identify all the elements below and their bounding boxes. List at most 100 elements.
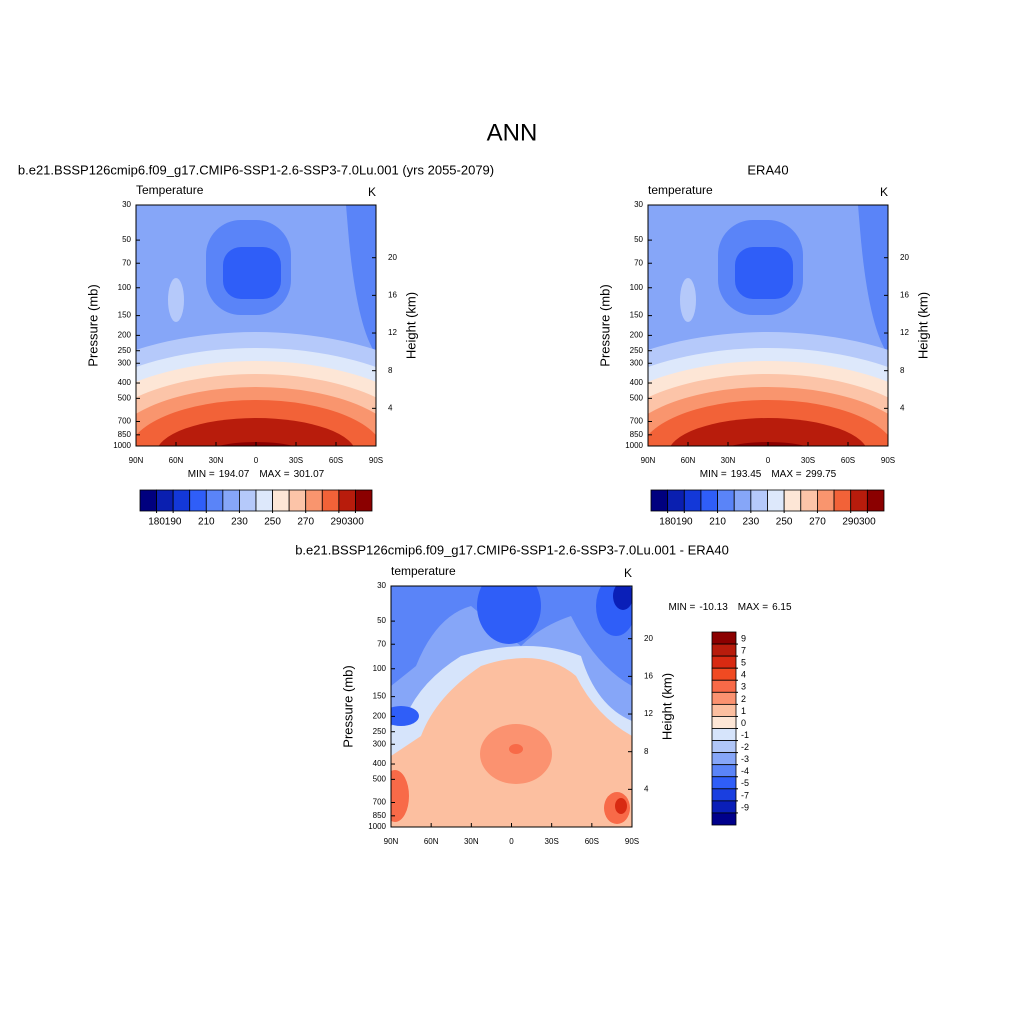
field-region (735, 247, 793, 299)
colorbar-box (711, 728, 737, 741)
y-tick-label: 400 (630, 378, 644, 387)
colorbar-tick-label: 250 (776, 517, 793, 528)
field-region (391, 586, 632, 726)
y-axis-title: Pressure (mb) (340, 665, 355, 747)
colorbar-tick-label: 4 (741, 670, 746, 680)
colorbar-box (717, 489, 735, 512)
colorbar-tick-label: 3 (741, 682, 746, 692)
colorbar-box (850, 489, 868, 512)
field-region (858, 205, 888, 355)
y2-tick-label: 12 (388, 328, 397, 337)
colorbar-tick-label: 190 (676, 517, 693, 528)
x-tick-label: 90S (625, 837, 639, 846)
y2-tick-label: 16 (388, 290, 397, 299)
colorbar-tick-label: -9 (741, 802, 749, 812)
colorbar-tick-label: -3 (741, 754, 749, 764)
colorbar-box (767, 489, 785, 512)
y-tick-label: 400 (373, 759, 387, 768)
colorbar-tick-label: 230 (231, 517, 248, 528)
y-tick-label: 70 (377, 639, 386, 648)
field-region (613, 586, 632, 610)
y-tick-label: 250 (630, 346, 644, 355)
colorbar-box (650, 489, 669, 512)
y-tick-label: 300 (118, 358, 132, 367)
y2-tick-label: 8 (388, 366, 393, 375)
colorbar-box (255, 489, 273, 512)
y-tick-label: 150 (630, 311, 644, 320)
colorbar-box (833, 489, 852, 512)
y-axis-title: Pressure (mb) (597, 284, 612, 366)
colorbar-box (683, 489, 702, 512)
x-tick-label: 30S (545, 837, 559, 846)
field-region (680, 278, 696, 322)
y2-tick-label: 8 (644, 747, 649, 756)
colorbar-box (711, 716, 737, 729)
field-region (615, 798, 627, 814)
y-tick-label: 400 (118, 378, 132, 387)
y-tick-label: 150 (373, 692, 387, 701)
panel-left-label: temperature (648, 183, 713, 197)
x-tick-label: 0 (766, 456, 771, 465)
colorbar-box (711, 667, 737, 681)
colorbar-box (139, 489, 157, 512)
stats-max-label: MAX = (259, 469, 289, 480)
y-tick-label: 50 (377, 616, 386, 625)
y2-tick-label: 4 (644, 784, 649, 793)
y-tick-label: 200 (373, 711, 387, 720)
colorbar-box (172, 489, 191, 512)
y-tick-label: 1000 (625, 441, 643, 450)
y-tick-label: 700 (630, 417, 644, 426)
y-tick-label: 500 (118, 393, 132, 402)
y2-tick-label: 16 (644, 671, 653, 680)
y-tick-label: 500 (630, 393, 644, 402)
colorbar-tick-label: 290 (331, 517, 348, 528)
colorbar-box (288, 489, 307, 512)
x-tick-label: 90N (641, 456, 656, 465)
contour-field (136, 205, 376, 446)
y-tick-label: 100 (630, 283, 644, 292)
colorbar-box (272, 489, 290, 512)
colorbar-box (711, 655, 737, 669)
stats-min-label: MIN = (188, 469, 215, 480)
colorbar-tick-label: -5 (741, 778, 749, 788)
colorbar-tick-label: 270 (297, 517, 314, 528)
y-tick-label: 30 (634, 200, 643, 209)
field-band (670, 418, 866, 446)
colorbar-tick-label: 7 (741, 646, 746, 656)
y2-tick-label: 4 (388, 403, 393, 412)
colorbar-tick-label: 300 (347, 517, 364, 528)
x-tick-label: 90S (369, 456, 383, 465)
x-tick-label: 60S (841, 456, 855, 465)
colorbar-box (711, 752, 737, 766)
y-axis-title: Pressure (mb) (85, 284, 100, 366)
colorbar-tick-label: 230 (743, 517, 760, 528)
y-tick-label: 850 (118, 430, 132, 439)
stats: MIN = 194.07 MAX = 301.07 (188, 469, 325, 480)
colorbar-tick-label: 1 (741, 706, 746, 716)
y-tick-label: 300 (630, 358, 644, 367)
colorbar-box (711, 788, 737, 802)
x-tick-label: 0 (509, 837, 514, 846)
colorbar-box (711, 631, 737, 645)
colorbar-box (305, 489, 323, 512)
stats-max: 301.07 (294, 469, 325, 480)
panel-right-label: K (368, 185, 376, 199)
colorbar-tick-label: 270 (809, 517, 826, 528)
panel-title: b.e21.BSSP126cmip6.f09_g17.CMIP6-SSP1-2.… (18, 162, 494, 177)
colorbar-tick-label: 2 (741, 694, 746, 704)
colorbar-box (222, 489, 240, 512)
stats-max-label: MAX = (738, 602, 768, 613)
colorbar-box (355, 489, 373, 512)
figure-title: ANN (487, 119, 538, 146)
colorbar-box (711, 679, 737, 693)
colorbar-box (711, 643, 737, 657)
y-tick-label: 500 (373, 774, 387, 783)
colorbar-tick-label: 290 (842, 517, 859, 528)
colorbar-tick-label: -1 (741, 730, 749, 740)
stats-min: 194.07 (219, 469, 250, 480)
x-tick-label: 90N (129, 456, 144, 465)
stats-max-label: MAX = (771, 469, 801, 480)
y2-tick-label: 8 (900, 366, 905, 375)
field-region (346, 205, 376, 355)
